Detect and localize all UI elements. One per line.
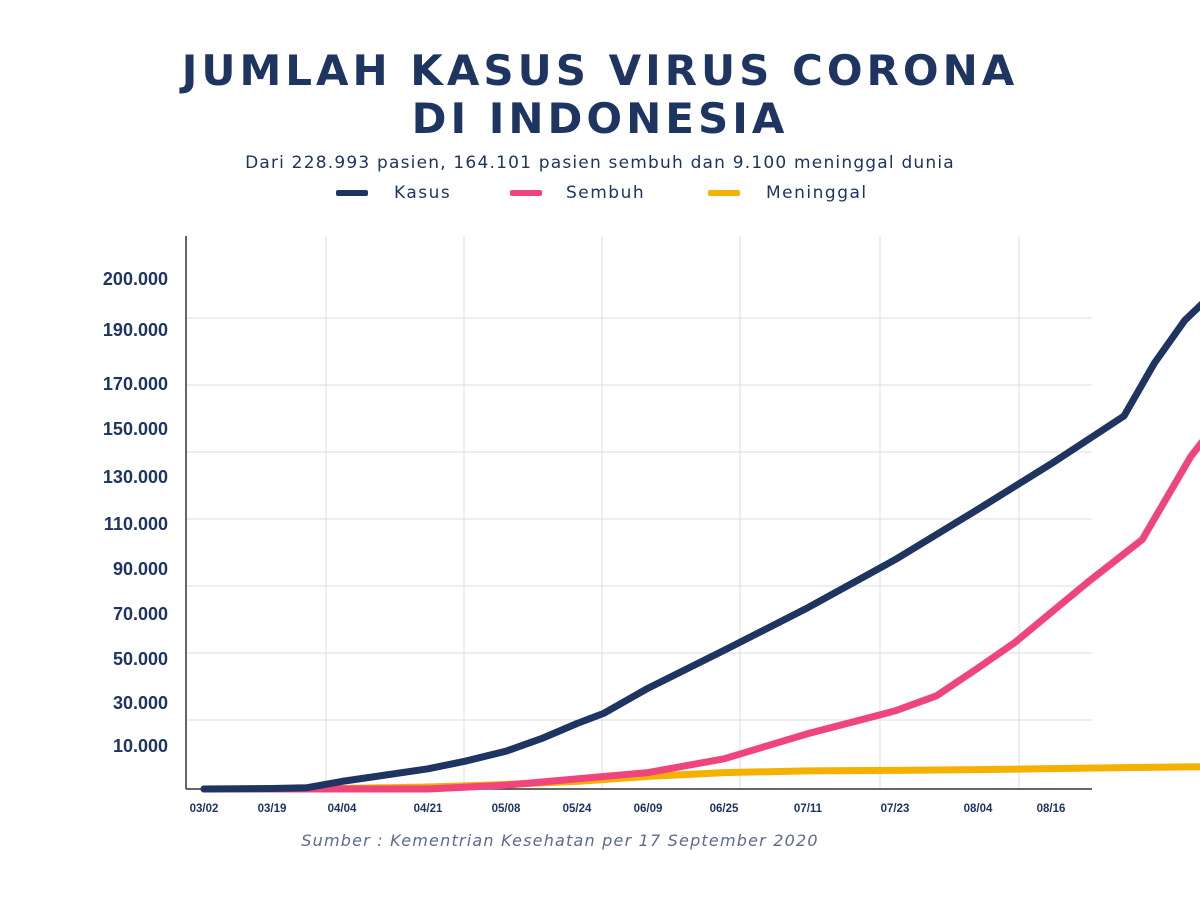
- x-tick-label: 03/19: [258, 803, 287, 815]
- y-tick-label: 70.000: [113, 604, 168, 624]
- series-line-kasus: [200, 300, 1200, 793]
- y-tick-label: 190.000: [103, 320, 168, 340]
- y-tick-label: 30.000: [113, 693, 168, 713]
- legend-swatch-sembuh: [510, 190, 542, 196]
- x-tick-label: 08/16: [1037, 803, 1066, 815]
- legend-label-kasus: Kasus: [394, 183, 452, 203]
- y-tick-label: 50.000: [113, 649, 168, 669]
- legend-swatch-kasus: [336, 190, 368, 196]
- source-note: Sumber : Kementrian Kesehatan per 17 Sep…: [301, 831, 819, 850]
- y-tick-label: 130.000: [103, 467, 168, 487]
- chart-title-line2: DI INDONESIA: [411, 94, 789, 143]
- legend-swatch-meninggal: [708, 190, 740, 196]
- x-tick-label: 04/04: [328, 803, 357, 815]
- x-tick-label: 05/08: [492, 803, 521, 815]
- y-tick-label: 90.000: [113, 559, 168, 579]
- series-line-sembuh: [200, 438, 1200, 793]
- y-tick-label: 10.000: [113, 736, 168, 756]
- x-tick-label: 07/23: [881, 803, 910, 815]
- x-tick-label: 04/21: [414, 803, 443, 815]
- y-tick-label: 150.000: [103, 419, 168, 439]
- legend-label-meninggal: Meninggal: [766, 183, 868, 203]
- legend-label-sembuh: Sembuh: [566, 183, 646, 203]
- x-tick-label: 06/25: [710, 803, 739, 815]
- y-tick-label: 110.000: [104, 514, 168, 534]
- chart-subtitle: Dari 228.993 pasien, 164.101 pasien semb…: [245, 153, 955, 173]
- x-tick-label: 03/02: [190, 803, 219, 815]
- x-tick-label: 05/24: [563, 803, 592, 815]
- y-tick-label: 170.000: [103, 374, 168, 394]
- chart-title-line1: JUMLAH KASUS VIRUS CORONA: [181, 46, 1019, 95]
- x-tick-label: 07/11: [794, 803, 823, 815]
- x-tick-label: 08/04: [964, 803, 993, 815]
- x-tick-label: 06/09: [634, 803, 663, 815]
- y-tick-label: 200.000: [103, 269, 168, 289]
